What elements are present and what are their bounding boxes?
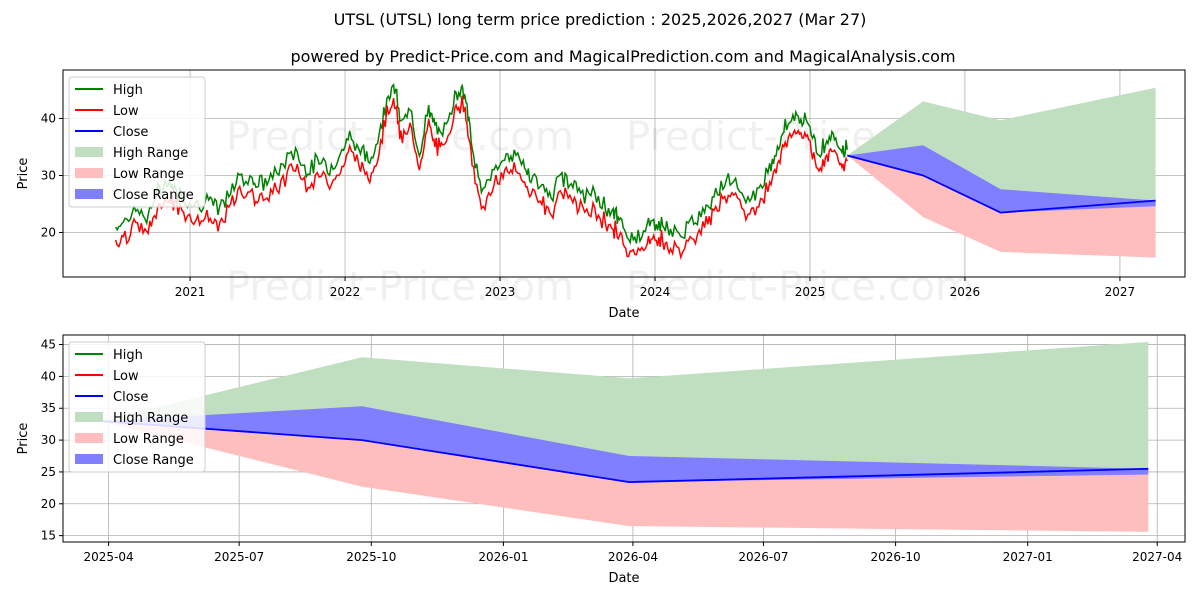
y-axis-label: Price [16,158,31,190]
legend-label: Close [113,125,148,140]
y-tick-label: 35 [41,401,56,415]
close-range-band [847,145,1156,213]
legend-label: Low [113,104,139,119]
y-tick-label: 45 [41,338,56,352]
chart-legend: High Low Close High Range Low Range Close Ran… [68,76,206,208]
x-tick-label: 2026-01 [478,550,528,564]
y-tick-label: 20 [41,497,56,511]
x-tick-label: 2025 [795,285,826,299]
x-tick-label: 2027-01 [1003,550,1053,564]
x-tick-label: 2026 [950,285,981,299]
x-axis-label: Date [608,571,639,586]
y-tick-label: 15 [41,529,56,543]
x-axis-label: Date [608,306,639,321]
y-tick-label: 25 [41,465,56,479]
chart-title: UTSL (UTSL) long term price prediction :… [334,10,867,29]
low-series-line [114,95,848,261]
y-tick-label: 30 [41,433,56,447]
y-tick-label: 40 [41,369,56,383]
legend-patch-swatch [75,454,103,464]
legend-label: Low Range [113,167,184,182]
legend-label: High Range [113,146,188,161]
low-range-band [99,421,1149,532]
legend-label: Close [113,390,148,405]
x-tick-label: 2026-04 [608,550,658,564]
axes-frame [62,334,1186,543]
top-chart-panel: Predict-Price.com Predict-Price.comPredic… [16,69,1186,321]
high-series-line [115,83,848,245]
low-range-band [847,155,1156,258]
legend-label: Close Range [113,453,194,468]
x-tick-label: 2027 [1105,285,1136,299]
close-range-band [99,406,1149,483]
legend-label: High [113,348,143,363]
x-tick-label: 2022 [330,285,361,299]
axes-frame [62,69,1186,278]
legend-patch-swatch [75,412,103,422]
y-tick-label: 30 [41,168,56,182]
watermark-text: Predict-Price.com [626,264,974,310]
legend-patch-swatch [75,433,103,443]
bottom-chart-panel: Predict-Price.comPredict-Price.com2025-0… [16,334,1186,586]
chart-subtitle: powered by Predict-Price.com and Magical… [290,47,955,66]
x-tick-label: 2021 [175,285,206,299]
close-series-line [99,420,1149,484]
legend-label: Low [113,369,139,384]
legend-label: High Range [113,411,188,426]
x-tick-label: 2026-07 [738,550,788,564]
watermark-text: Predict-Price.com [226,264,574,310]
legend-patch-swatch [75,189,103,199]
chart-legend: High Low Close High Range Low Range Close Ran… [68,341,206,473]
close-series-line [846,154,1156,214]
legend-patch-swatch [75,168,103,178]
legend-patch-swatch [75,147,103,157]
legend-label: Low Range [113,432,184,447]
x-tick-label: 2025-10 [346,550,396,564]
y-tick-label: 20 [41,226,56,240]
high-range-band [99,342,1149,483]
x-tick-label: 2026-10 [871,550,921,564]
legend-label: Close Range [113,188,194,203]
legend-label: High [113,83,143,98]
high-range-band [847,87,1156,213]
y-tick-label: 40 [41,111,56,125]
x-tick-label: 2025-04 [84,550,134,564]
x-tick-label: 2023 [485,285,516,299]
x-tick-label: 2025-07 [214,550,264,564]
x-tick-label: 2027-04 [1132,550,1182,564]
x-tick-label: 2024 [640,285,671,299]
y-axis-label: Price [16,423,31,455]
